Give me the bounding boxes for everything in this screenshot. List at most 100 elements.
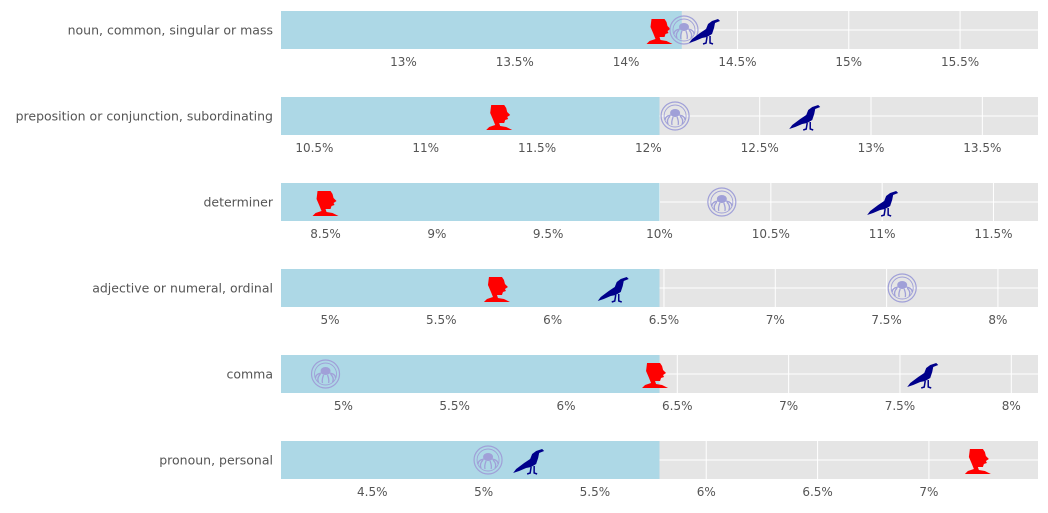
- octopus-seal-icon: [669, 15, 699, 45]
- x-tick-label: 4.5%: [357, 485, 388, 499]
- x-tick-label: 15.5%: [941, 55, 979, 69]
- seal-inner-ring: [476, 448, 500, 472]
- red-profile-bust-icon: [486, 105, 513, 130]
- marker-seal: [310, 359, 341, 389]
- x-tick-label: 11.5%: [974, 227, 1012, 241]
- marker-navy: [907, 363, 939, 389]
- octopus-head: [670, 109, 681, 117]
- marker-red: [486, 105, 513, 130]
- bar: [281, 355, 660, 393]
- seal-inner-ring: [890, 276, 914, 300]
- octopus-head: [678, 23, 689, 31]
- raven-legs: [880, 208, 892, 217]
- octopus-tentacles: [314, 372, 337, 384]
- marker-red: [483, 277, 510, 302]
- marker-navy: [867, 191, 899, 217]
- x-tick-label: 7.5%: [871, 313, 902, 327]
- octopus-tentacles: [673, 28, 695, 40]
- marker-navy: [789, 105, 821, 131]
- octopus-tentacles: [664, 114, 686, 126]
- raven-legs: [702, 36, 714, 45]
- octopus-tentacles: [477, 458, 499, 470]
- x-tick-label: 11.5%: [518, 141, 556, 155]
- octopus-tentacles: [711, 200, 733, 212]
- x-tick-label: 8%: [988, 313, 1007, 327]
- red-profile-bust-icon: [483, 277, 510, 302]
- x-tick-label: 5%: [320, 313, 339, 327]
- x-tick-label: 8.5%: [310, 227, 341, 241]
- marker-seal: [669, 15, 699, 45]
- marker-navy: [597, 277, 629, 303]
- marker-red: [964, 449, 991, 474]
- octopus-tentacles: [891, 286, 913, 298]
- x-tick-label: 13%: [858, 141, 885, 155]
- x-tick-label: 13.5%: [963, 141, 1001, 155]
- chart-panel-1: 13% 13.5% 14% 14.5% 15% 15.5% noun, common, si…: [68, 11, 1038, 69]
- x-tick-label: 6.5%: [649, 313, 680, 327]
- x-tick-label: 15%: [835, 55, 862, 69]
- category-label: comma: [226, 367, 273, 382]
- x-tick-label: 11%: [412, 141, 439, 155]
- red-profile-bust-icon: [642, 363, 669, 388]
- x-tick-label: 14.5%: [718, 55, 756, 69]
- red-profile-bust-icon: [312, 191, 339, 216]
- seal-inner-ring: [663, 104, 687, 128]
- category-label: noun, common, singular or mass: [68, 23, 273, 38]
- x-tick-label: 6.5%: [802, 485, 833, 499]
- x-tick-label: 10.5%: [295, 141, 333, 155]
- octopus-head: [716, 195, 727, 203]
- x-tick-label: 14%: [613, 55, 640, 69]
- x-tick-label: 6%: [543, 313, 562, 327]
- x-tick-label: 11%: [869, 227, 896, 241]
- raven-icon: [789, 105, 821, 129]
- chart-panel-2: 10.5% 11% 11.5% 12% 12.5% 13% 13.5% preposition…: [16, 97, 1038, 155]
- x-tick-label: 12%: [635, 141, 662, 155]
- x-tick-label: 5.5%: [580, 485, 611, 499]
- x-tick-label: 13%: [390, 55, 417, 69]
- octopus-seal-icon: [310, 359, 341, 389]
- chart-panel-6: 4.5% 5% 5.5% 6% 6.5% 7% pronoun, personal: [159, 441, 1038, 499]
- bar: [281, 97, 660, 135]
- red-profile-bust-icon: [646, 19, 673, 44]
- x-tick-label: 5.5%: [426, 313, 457, 327]
- seal-inner-ring: [672, 18, 696, 42]
- red-profile-bust-icon: [964, 449, 991, 474]
- octopus-seal-icon: [707, 187, 737, 217]
- x-tick-label: 10.5%: [752, 227, 790, 241]
- x-tick-label: 6.5%: [662, 399, 693, 413]
- category-label: pronoun, personal: [159, 453, 273, 468]
- bar: [281, 441, 660, 479]
- octopus-head: [483, 453, 494, 461]
- x-tick-label: 5%: [334, 399, 353, 413]
- marker-seal: [660, 101, 690, 131]
- chart-panel-4: 5% 5.5% 6% 6.5% 7% 7.5% 8% adjective or numeral…: [92, 269, 1038, 327]
- marker-red: [646, 19, 673, 44]
- raven-icon: [689, 19, 721, 43]
- category-label: adjective or numeral, ordinal: [92, 281, 273, 296]
- marker-red: [312, 191, 339, 216]
- bar: [281, 269, 660, 307]
- x-tick-label: 6%: [556, 399, 575, 413]
- marker-navy: [689, 19, 721, 45]
- raven-icon: [907, 363, 939, 387]
- x-tick-label: 9.5%: [533, 227, 564, 241]
- seal-inner-ring: [314, 362, 337, 386]
- raven-legs: [802, 122, 814, 131]
- seal-inner-ring: [710, 190, 734, 214]
- raven-legs: [526, 466, 538, 475]
- category-label: preposition or conjunction, subordinatin…: [16, 109, 273, 124]
- raven-legs: [611, 294, 622, 303]
- octopus-head: [897, 281, 908, 289]
- marker-seal: [707, 187, 737, 217]
- category-label: determiner: [203, 195, 273, 210]
- octopus-seal-icon: [660, 101, 690, 131]
- x-tick-label: 8%: [1002, 399, 1021, 413]
- x-tick-label: 10%: [646, 227, 673, 241]
- raven-icon: [867, 191, 899, 215]
- x-tick-label: 6%: [697, 485, 716, 499]
- marker-seal: [887, 273, 917, 303]
- x-tick-label: 9%: [427, 227, 446, 241]
- bar: [281, 183, 660, 221]
- x-tick-label: 12.5%: [741, 141, 779, 155]
